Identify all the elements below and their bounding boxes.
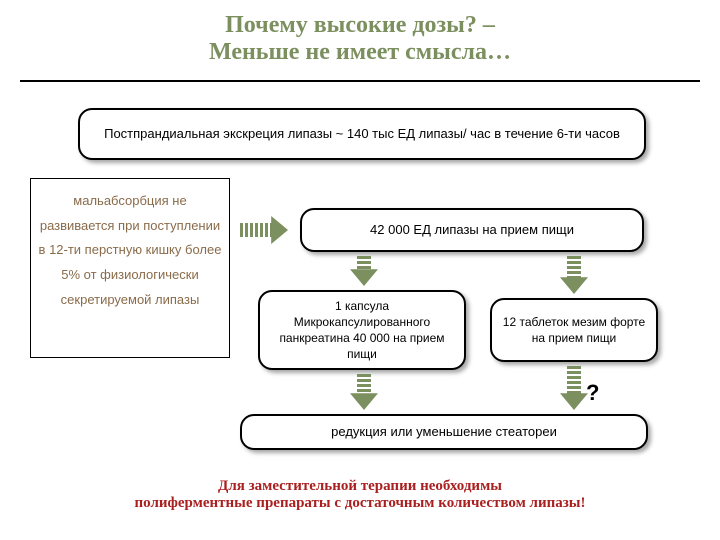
box-mezim: 12 таблеток мезим форте на прием пищи xyxy=(490,298,658,362)
box-postprandial: Постпрандиальная экскреция липазы ~ 140 … xyxy=(78,108,646,160)
arrow-right-to-bot xyxy=(560,366,588,410)
box-reduction: редукция или уменьшение стеатореи xyxy=(240,414,648,450)
box-capsule-text: 1 капсула Микрокапсулированного панкреат… xyxy=(270,298,454,363)
slide-title: Почему высокие дозы? – Меньше не имеет с… xyxy=(0,0,720,72)
title-divider xyxy=(20,80,700,82)
footer-line-2: полиферментные препараты с достаточным к… xyxy=(135,495,586,511)
box-postprandial-text: Постпрандиальная экскреция липазы ~ 140 … xyxy=(104,125,620,143)
box-42000-text: 42 000 ЕД липазы на прием пищи xyxy=(370,221,574,239)
arrow-left-to-bot xyxy=(350,374,378,410)
box-42000: 42 000 ЕД липазы на прием пищи xyxy=(300,208,644,252)
footer-line-1: Для заместительной терапии необходимы xyxy=(218,478,502,494)
question-mark: ? xyxy=(586,380,599,406)
box-capsule: 1 капсула Микрокапсулированного панкреат… xyxy=(258,290,466,370)
box-mezim-text: 12 таблеток мезим форте на прием пищи xyxy=(502,314,646,346)
arrow-side-to-mid xyxy=(240,216,288,244)
title-line-1: Почему высокие дозы? – xyxy=(20,12,700,39)
title-line-2: Меньше не имеет смысла… xyxy=(20,39,700,66)
box-malabsorption-text: мальабсорбция не развивается при поступл… xyxy=(39,193,222,307)
arrow-mid-to-left xyxy=(350,256,378,286)
footer-note: Для заместительной терапии необходимы по… xyxy=(0,478,720,512)
box-reduction-text: редукция или уменьшение стеатореи xyxy=(331,423,557,441)
box-malabsorption: мальабсорбция не развивается при поступл… xyxy=(30,178,230,358)
arrow-mid-to-right xyxy=(560,256,588,294)
